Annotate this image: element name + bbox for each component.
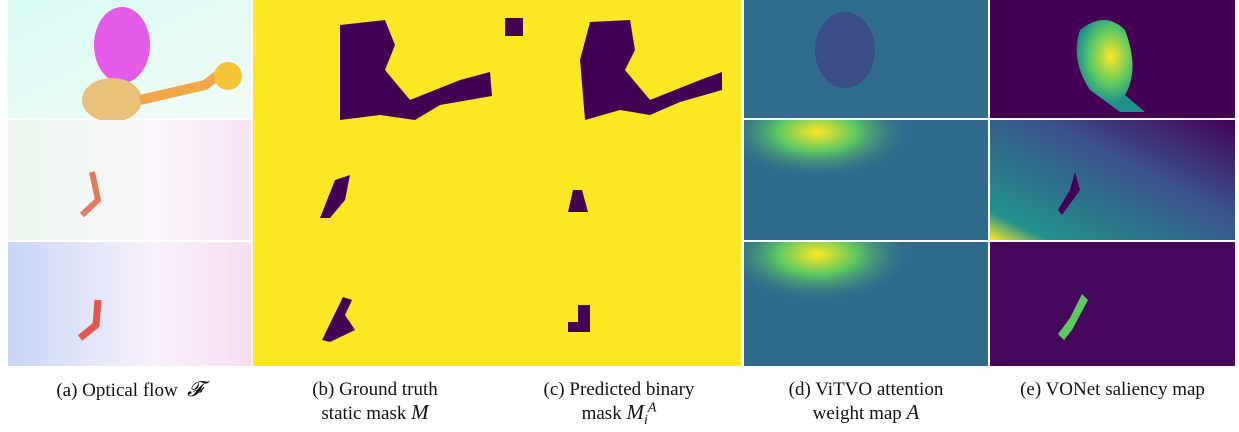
mask-background [253, 0, 741, 366]
figure: (a) Optical flow 𝓕 (b) Ground truthstati… [0, 0, 1239, 432]
caption-math: M [626, 400, 644, 424]
caption-line: (c) Predicted binary [497, 378, 741, 401]
attention-dark [815, 12, 875, 88]
caption-line-wrap: static mask M [253, 401, 497, 425]
image-grid [0, 0, 1239, 370]
caption-line: (b) Ground truth [253, 378, 497, 401]
caption-math: A [907, 400, 920, 424]
flow-ball [214, 62, 242, 90]
caption-line-wrap: mask MiA [497, 401, 741, 425]
attention-hot [744, 120, 988, 240]
caption-line: (a) Optical flow [56, 380, 177, 401]
caption-line: (d) ViTVO attention [744, 378, 988, 401]
caption: (e) VONet saliency map [990, 378, 1235, 401]
flow-image [8, 120, 251, 240]
caption-sup: A [648, 401, 657, 416]
flow-body [82, 78, 142, 122]
caption-line-wrap: weight map A [744, 401, 988, 425]
flow-image [8, 242, 251, 366]
caption-math: M [411, 400, 429, 424]
caption-line: static mask [321, 403, 406, 424]
caption-line: weight map [813, 403, 902, 424]
caption: (a) Optical flow 𝓕 [8, 378, 251, 402]
caption-line: mask [582, 403, 622, 424]
saliency-map [990, 120, 1235, 240]
caption-line: (e) VONet saliency map [1020, 379, 1205, 400]
caption-math: 𝓕 [187, 377, 203, 401]
flow-person [94, 7, 150, 83]
attention-hot [744, 242, 988, 366]
saliency-map [990, 242, 1235, 366]
pred-mask-blob [505, 18, 523, 36]
